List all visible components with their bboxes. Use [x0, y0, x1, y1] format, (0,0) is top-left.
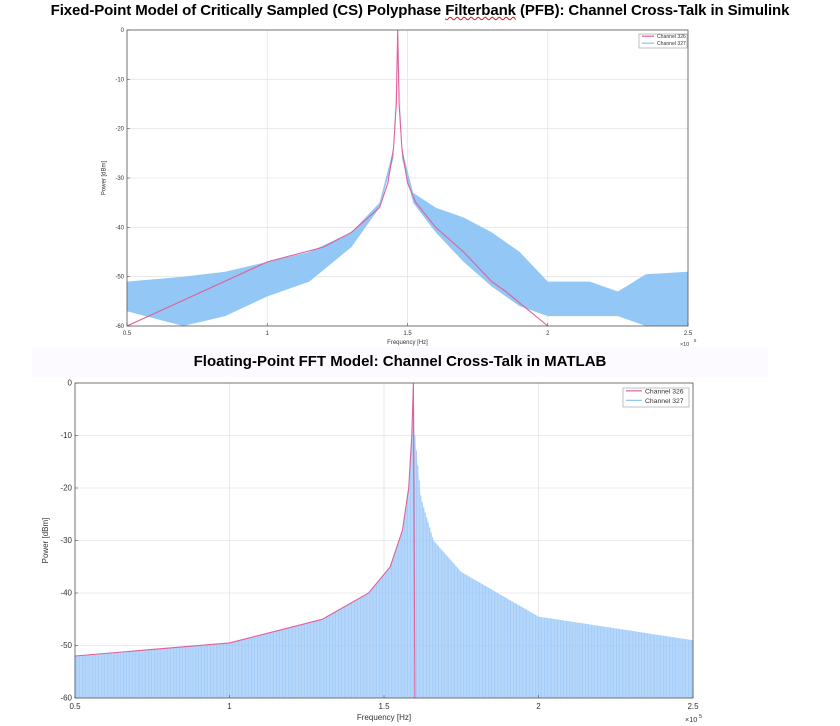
x-exponent-power: 5 — [699, 714, 702, 720]
series-channel-327-band — [127, 30, 688, 326]
y-tick-label: -10 — [60, 431, 72, 440]
y-tick-label: -30 — [115, 176, 124, 182]
top-chart-title: Fixed-Point Model of Critically Sampled … — [0, 2, 840, 19]
x-tick-label: 2 — [536, 702, 541, 711]
legend-entry: Channel 327 — [645, 398, 684, 405]
y-tick-label: -40 — [60, 589, 72, 598]
y-axis-label: Power [dBm] — [101, 161, 107, 196]
y-tick-label: -40 — [115, 225, 124, 231]
y-tick-label: -10 — [115, 77, 124, 83]
x-exponent-power: 5 — [694, 338, 697, 343]
x-tick-label: 1.5 — [378, 702, 390, 711]
legend-box — [638, 33, 688, 49]
x-tick-label: 2.5 — [684, 331, 693, 337]
x-tick-label: 0.5 — [69, 702, 81, 711]
x-tick-label: 1.5 — [403, 331, 412, 337]
top-title-suffix: (PFB): Channel Cross-Talk in Simulink — [515, 2, 790, 19]
y-tick-label: -60 — [60, 694, 72, 703]
x-axis-label: Frequency [Hz] — [387, 340, 428, 346]
y-tick-label: -60 — [115, 324, 124, 330]
legend-entry: Channel 326 — [645, 388, 684, 395]
series-channel-327-envelope — [75, 383, 693, 698]
bottom-chart-title: Floating-Point FFT Model: Channel Cross-… — [32, 347, 768, 377]
y-tick-label: -20 — [60, 484, 72, 493]
top-title-prefix: Fixed-Point Model of Critically Sampled … — [50, 2, 446, 19]
x-tick-label: 1 — [227, 702, 232, 711]
x-tick-label: 2 — [546, 331, 550, 337]
top-title-misspelled-word: Filterbank — [445, 2, 516, 19]
y-tick-label: -20 — [115, 127, 124, 133]
x-tick-label: 0.5 — [123, 331, 132, 337]
legend-entry: Channel 327 — [657, 41, 686, 47]
y-tick-label: -30 — [60, 536, 72, 545]
legend-box — [622, 387, 690, 408]
x-axis-label: Frequency [Hz] — [357, 713, 411, 722]
y-tick-label: 0 — [68, 379, 73, 388]
x-tick-label: 1 — [266, 331, 270, 337]
y-tick-label: 0 — [121, 28, 125, 34]
y-tick-label: -50 — [115, 275, 124, 281]
series-channel-326-line — [126, 29, 549, 327]
x-tick-label: 2.5 — [687, 702, 699, 711]
x-exponent-label: ×10 — [685, 715, 697, 724]
y-tick-label: -50 — [60, 641, 72, 650]
legend-entry: Channel 326 — [657, 34, 686, 40]
y-axis-label: Power [dBm] — [41, 518, 50, 564]
x-exponent-label: ×10 — [680, 342, 689, 348]
series-channel-326-line — [74, 382, 416, 699]
